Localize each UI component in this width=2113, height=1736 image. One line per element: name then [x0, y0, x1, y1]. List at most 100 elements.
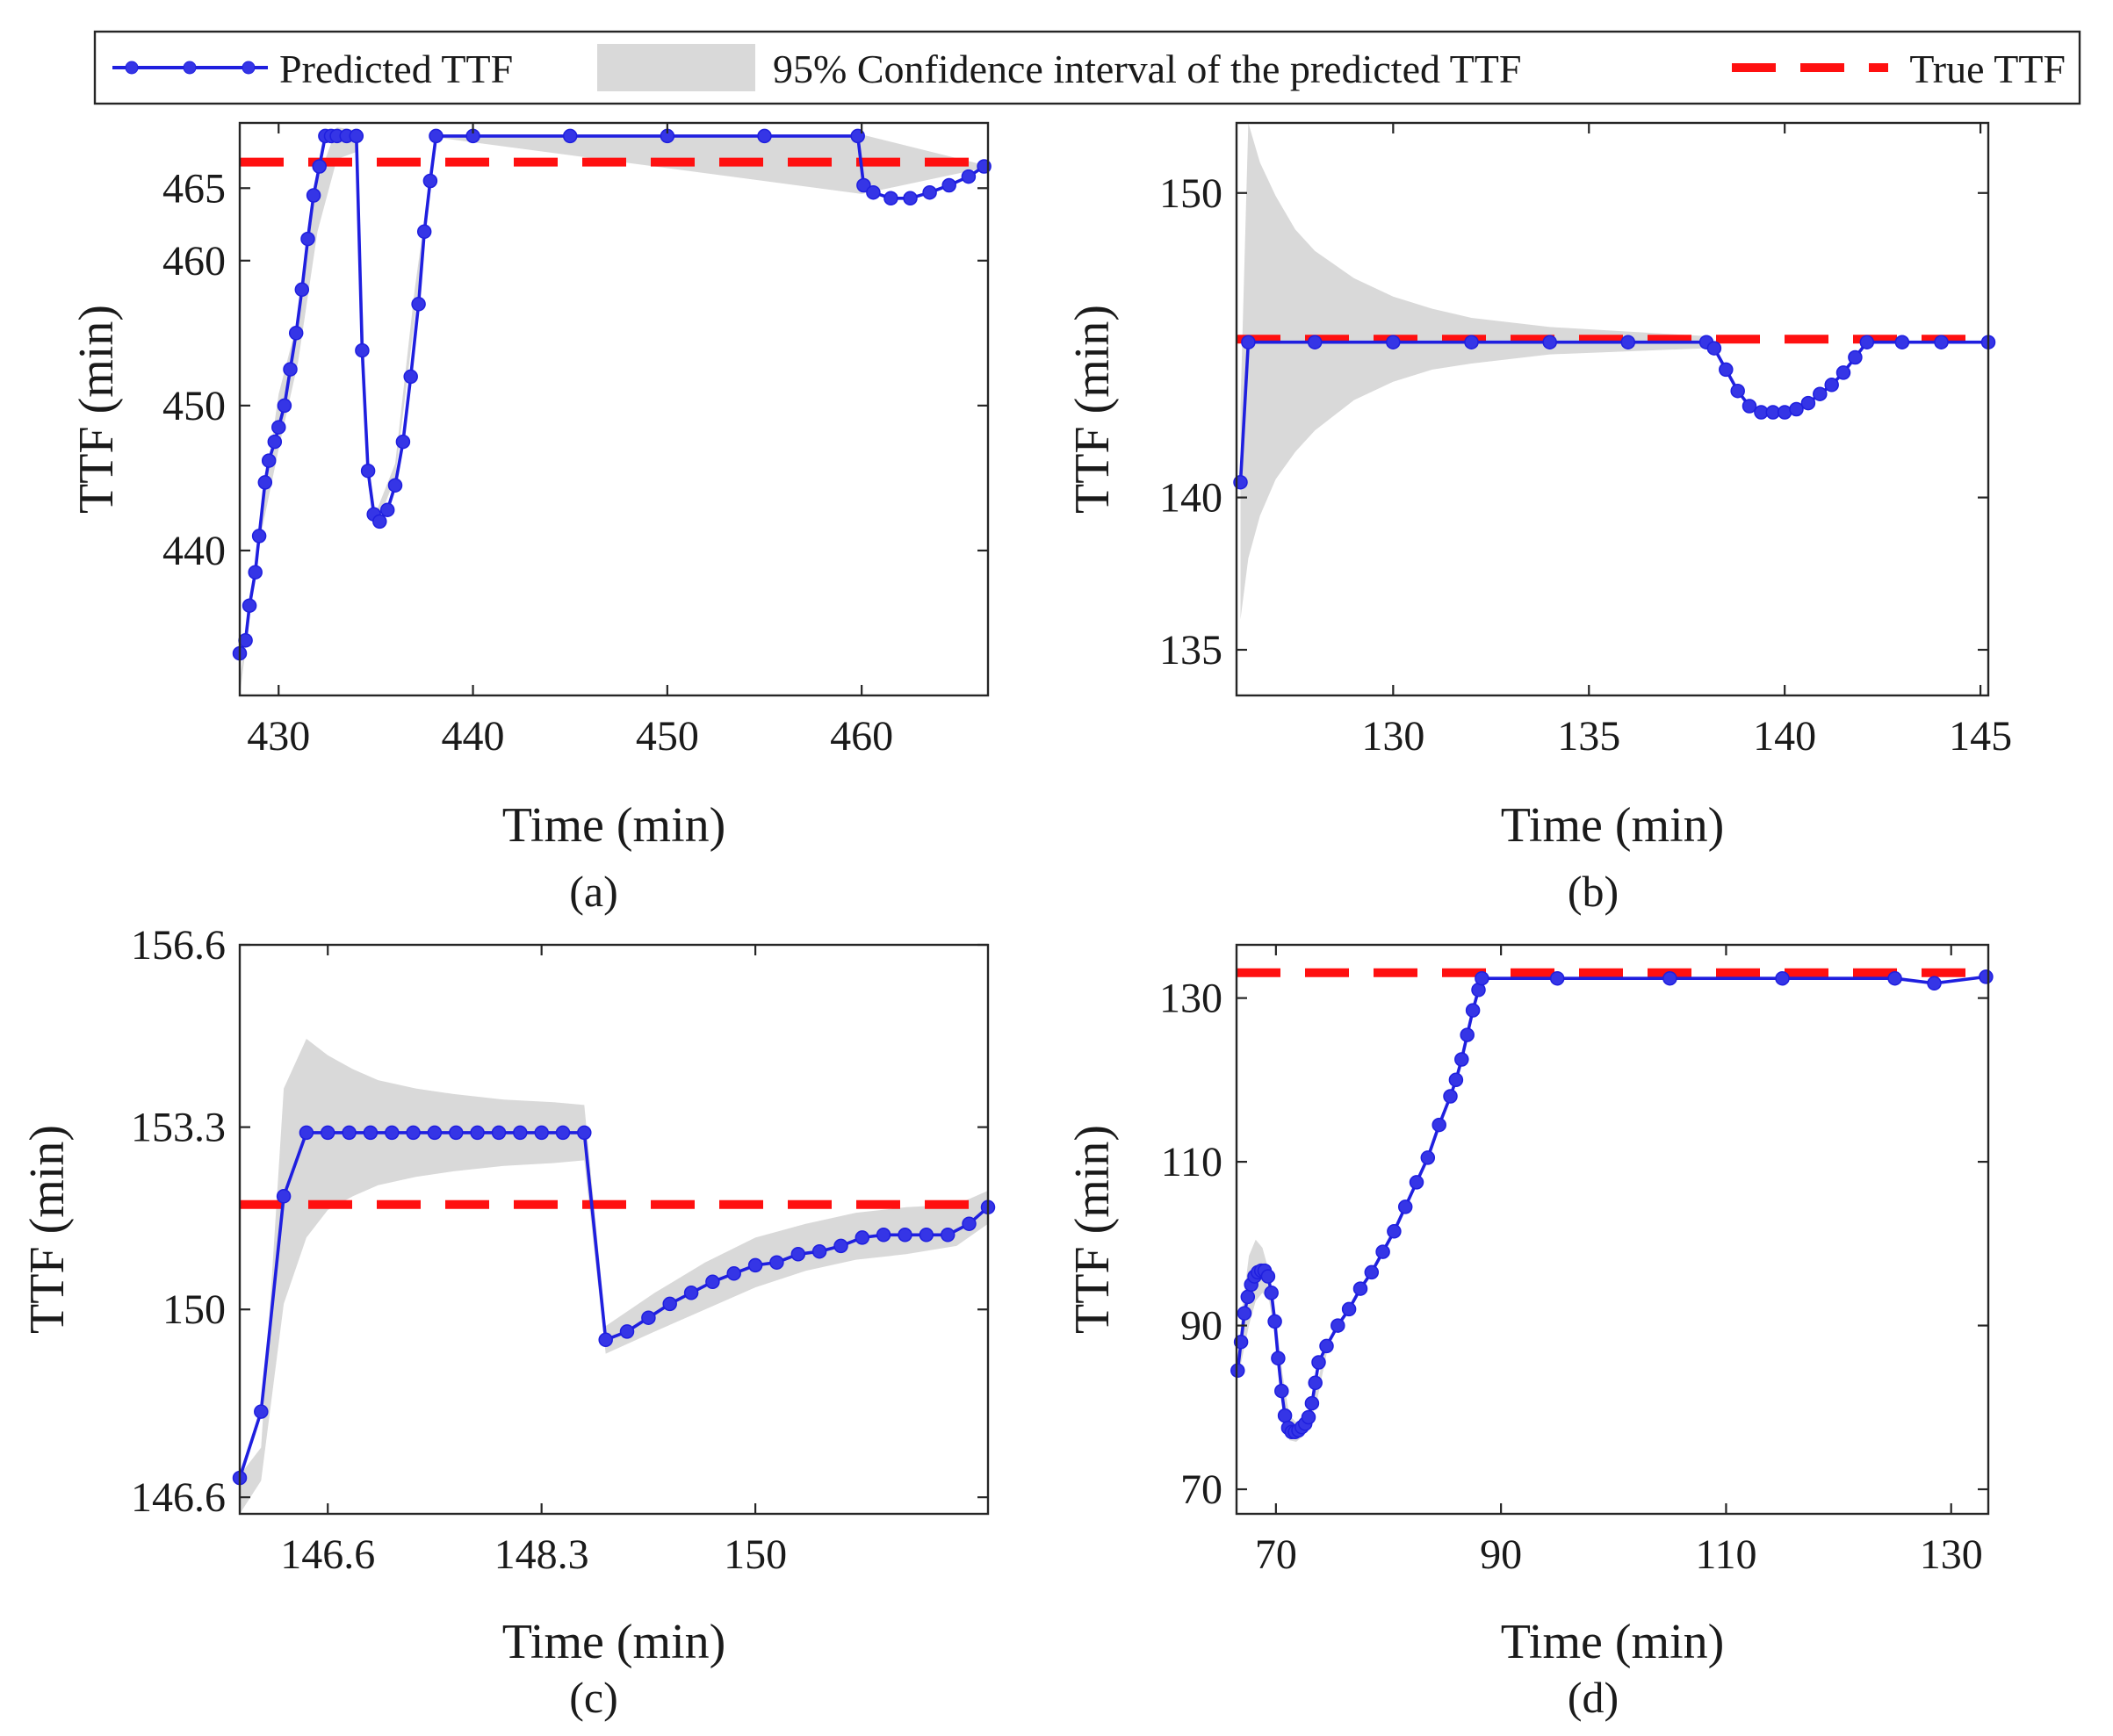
predicted-point-d — [1267, 1314, 1282, 1329]
y-tick-label-d: 110 — [1161, 1139, 1222, 1185]
x-tick-label-d: 110 — [1695, 1531, 1756, 1578]
panel-d: 70 90 110 130 70 90 110 130 Time (min) TTF (mi… — [1065, 943, 1994, 1722]
predicted-point-d — [1460, 1027, 1475, 1042]
predicted-point-a — [941, 177, 956, 193]
predicted-point-a — [395, 434, 411, 450]
predicted-point-a — [300, 231, 315, 247]
predicted-point-a — [856, 177, 871, 193]
predicted-point-a — [257, 475, 273, 490]
predicted-point-a — [372, 514, 387, 529]
predicted-point-c — [683, 1286, 699, 1300]
predicted-point-d — [1409, 1175, 1424, 1190]
predicted-point-d — [1443, 1089, 1458, 1104]
predicted-point-a — [277, 398, 292, 414]
y-axis-label-a: TTF (min) — [69, 305, 124, 514]
predicted-point-a — [261, 453, 277, 468]
axes-frame-b — [1235, 121, 1990, 697]
predicted-line-a — [238, 134, 985, 654]
predicted-point-d — [1387, 1224, 1402, 1239]
x-tick-label-b: 145 — [1949, 713, 2012, 760]
x-tick-label-a: 460 — [830, 713, 893, 760]
legend: Predicted TTF 95% Confidence interval of… — [93, 30, 2081, 105]
predicted-point-a — [294, 282, 310, 298]
panel-b: 130 135 140 145 135 140 150 Time (min) TTF (m… — [1065, 121, 2012, 916]
y-ticks-a: 440 450 460 465 — [162, 165, 988, 574]
y-tick-label-a: 450 — [162, 383, 226, 429]
predicted-point-d — [1301, 1409, 1316, 1425]
confidence-band-d — [1237, 1239, 1327, 1442]
x-tick-label-a: 430 — [247, 713, 310, 760]
predicted-point-c — [726, 1266, 741, 1281]
predicted-point-b — [1894, 335, 1910, 349]
predicted-point-c — [385, 1125, 400, 1141]
y-tick-label-c: 150 — [162, 1286, 226, 1333]
predicted-point-b — [1859, 335, 1875, 349]
x-tick-label-a: 450 — [636, 713, 699, 760]
predicted-point-a — [355, 342, 370, 358]
predicted-point-c — [577, 1125, 592, 1141]
predicted-point-c — [449, 1125, 464, 1141]
predicted-point-a — [379, 502, 395, 517]
predicted-point-a — [883, 191, 898, 206]
axes-frame-c — [238, 943, 990, 1516]
predicted-point-d — [1887, 970, 1902, 986]
predicted-point-a — [271, 420, 286, 435]
predicted-point-b — [1620, 335, 1636, 349]
predicted-point-c — [491, 1125, 507, 1141]
predicted-point-a — [360, 463, 376, 479]
y-tick-label-b: 150 — [1159, 170, 1222, 217]
predicted-point-c — [940, 1228, 956, 1243]
axes-frame-d — [1235, 943, 1990, 1516]
predicted-point-b — [1800, 395, 1816, 411]
x-axis-label-a: Time (min) — [502, 798, 726, 853]
predicted-point-d — [1260, 1269, 1276, 1284]
predicted-point-c — [898, 1228, 912, 1243]
predicted-point-c — [790, 1247, 806, 1262]
predicted-point-c — [406, 1125, 421, 1141]
predicted-point-b — [1307, 335, 1323, 349]
predicted-point-b — [1730, 383, 1745, 399]
x-tick-label-b: 140 — [1753, 713, 1816, 760]
band-area-d — [1237, 1239, 1327, 1442]
y-tick-label-b: 140 — [1159, 475, 1222, 522]
legend-predicted-swatch — [112, 61, 268, 75]
predicted-point-d — [1927, 976, 1942, 991]
subtitle-b: (b) — [1568, 867, 1619, 916]
subtitle-d: (d) — [1568, 1673, 1619, 1722]
predicted-point-d — [1352, 1281, 1368, 1296]
predicted-point-a — [387, 478, 403, 493]
predicted-point-a — [866, 184, 881, 200]
predicted-point-b — [1848, 349, 1863, 365]
y-ticks-c: 146.6 150 153.3 156.6 — [131, 922, 988, 1521]
predicted-point-c — [254, 1404, 269, 1419]
predicted-line-d — [1236, 975, 1987, 1434]
predicted-point-c — [855, 1230, 870, 1245]
y-tick-label-c: 146.6 — [131, 1474, 226, 1521]
predicted-series-b — [1233, 335, 1996, 490]
predicted-series-c — [232, 1125, 996, 1486]
predicted-point-a — [422, 173, 438, 189]
y-tick-label-d: 90 — [1180, 1303, 1222, 1350]
axes-frame-a — [238, 121, 990, 697]
predicted-point-a — [288, 326, 304, 341]
predicted-point-d — [1271, 1351, 1286, 1366]
x-tick-label-c: 150 — [724, 1531, 787, 1578]
predicted-point-c — [919, 1228, 934, 1243]
predicted-point-c — [833, 1238, 848, 1254]
predicted-point-b — [1464, 335, 1479, 349]
predicted-point-c — [513, 1125, 528, 1141]
predicted-point-c — [320, 1125, 335, 1141]
predicted-point-d — [1775, 970, 1790, 986]
panel-c: 146.6 148.3 150 146.6 150 153.3 156.6 Time (m… — [20, 922, 996, 1722]
x-axis-label-d: Time (min) — [1501, 1615, 1725, 1669]
predicted-point-c — [662, 1296, 677, 1312]
predicted-point-a — [238, 633, 253, 648]
predicted-point-c — [276, 1189, 292, 1204]
y-axis-label-c: TTF (min) — [20, 1125, 75, 1334]
predicted-point-c — [962, 1216, 977, 1231]
predicted-point-a — [349, 128, 364, 144]
predicted-point-d — [1311, 1355, 1326, 1370]
predicted-point-a — [922, 184, 937, 200]
band-area-c — [240, 1039, 988, 1514]
predicted-point-a — [283, 362, 298, 377]
